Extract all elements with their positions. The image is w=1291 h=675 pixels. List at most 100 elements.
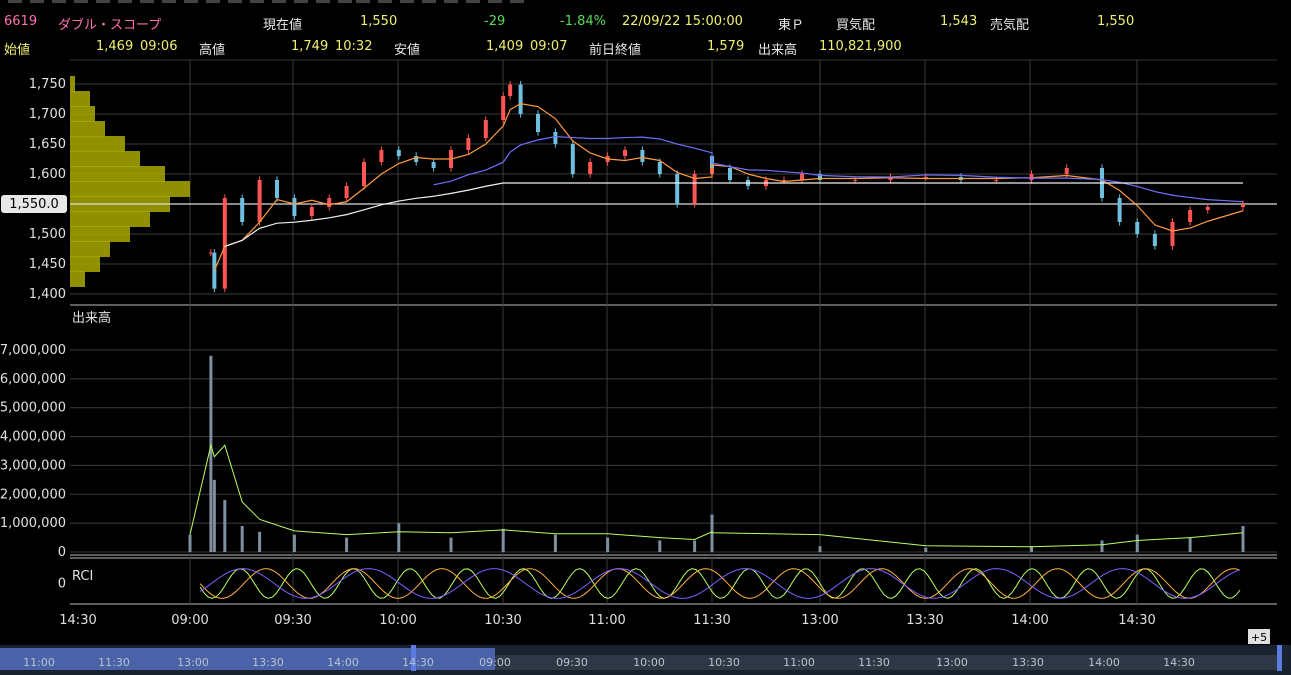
candle-body (1205, 207, 1210, 210)
volume-bar (924, 547, 928, 552)
volume-total-value: 110,821,900 (819, 39, 902, 54)
candle-body (466, 138, 471, 150)
high-value: 1,749 (291, 39, 329, 54)
price-tick-label: 1,650 (29, 137, 66, 152)
volume-bar (209, 355, 213, 552)
volume-bar (449, 537, 453, 552)
stock-name: ダブル・スコープ (58, 18, 162, 33)
x-axis-label: 14:30 (59, 613, 96, 628)
ask-value: 1,550 (1097, 14, 1135, 29)
candle-body (344, 186, 349, 198)
candle-body (309, 207, 314, 216)
prev-close-label: 前日終値 (589, 43, 642, 58)
navigator-time-label: 09:00 (479, 656, 511, 669)
volume-profile-bar (70, 151, 140, 167)
volume-profile-bar (70, 211, 150, 227)
navigator-time-label: 11:30 (858, 656, 890, 669)
volume-bar (188, 534, 192, 552)
volume-tick-label: 3,000,000 (0, 458, 66, 473)
volume-profile-bar (70, 181, 190, 197)
x-axis-label: 14:30 (1118, 613, 1155, 628)
quote-header-row-2: 始値 1,469 09:06 高値 1,749 10:32 安値 1,409 0… (0, 36, 1291, 58)
volume-tick-label: 6,000,000 (0, 372, 66, 387)
volume-bar (1100, 540, 1104, 552)
open-label: 始値 (4, 43, 31, 58)
volume-profile-bar (70, 241, 110, 257)
volume-bar (553, 534, 557, 552)
volume-panel-title: 出来高 (72, 310, 111, 326)
current-price-tag (1, 195, 67, 213)
candle-body (640, 150, 645, 162)
volume-bar (1135, 534, 1139, 552)
ma-short-line (213, 103, 1244, 271)
volume-bar (710, 543, 714, 552)
market-label: 東Ｐ (778, 18, 805, 33)
price-tick-label: 1,700 (29, 107, 66, 122)
open-value: 1,469 (96, 39, 134, 54)
volume-tick-label: 2,000,000 (0, 487, 66, 502)
candle-body (508, 84, 513, 96)
candle-body (362, 162, 366, 186)
price-tick-label: 1,500 (29, 227, 66, 242)
toolbar-strip (0, 0, 1291, 4)
x-axis-label: 09:00 (171, 613, 208, 628)
candle-body (536, 114, 540, 132)
rci-slow-line (199, 568, 1241, 599)
bid-value: 1,543 (940, 14, 978, 29)
stock-code: 6619 (4, 14, 38, 29)
rci-fast-line (199, 568, 1241, 599)
volume-bar (1188, 537, 1192, 552)
volume-bar (693, 540, 697, 552)
quote-datetime: 22/09/22 15:00:00 (622, 14, 743, 29)
navigator-zoom-badge (1248, 629, 1270, 644)
candle-body (553, 132, 558, 144)
navigator-zoom-badge-label: +5 (1251, 631, 1267, 644)
x-axis-label: 10:00 (379, 613, 416, 628)
price-tick-label: 1,750 (29, 77, 66, 92)
volume-bar (240, 526, 244, 552)
volume-ma-line (189, 443, 1244, 548)
volume-bar (345, 537, 349, 552)
candle-body (222, 198, 227, 289)
candle-body (327, 198, 332, 207)
low-time: 09:07 (530, 39, 568, 54)
x-axis-label: 14:00 (1011, 613, 1048, 628)
price-tick-label: 1,400 (29, 287, 66, 302)
rci-mid-line (199, 568, 1241, 599)
candle-body (1135, 222, 1140, 234)
candle-body (414, 156, 419, 162)
price-change: -29 (484, 14, 506, 29)
open-time: 09:06 (140, 39, 178, 54)
price-change-pct: -1.84% (560, 14, 606, 29)
candle-body (275, 180, 279, 198)
navigator-handle-right (1277, 645, 1282, 671)
navigator-time-label: 14:30 (1163, 656, 1195, 669)
volume-profile-bar (70, 91, 90, 107)
ask-label: 売気配 (990, 18, 1030, 33)
x-axis-label: 11:00 (588, 613, 625, 628)
low-value: 1,409 (486, 39, 524, 54)
navigator-time-label: 11:00 (23, 656, 55, 669)
volume-profile-bar (70, 76, 75, 92)
navigator-time-label: 13:00 (177, 656, 209, 669)
navigator-handle-left (411, 645, 416, 671)
candle-body (818, 174, 822, 180)
candle-body (1152, 234, 1157, 246)
vwap-line (224, 182, 1243, 247)
candle-body (728, 168, 732, 180)
prev-close-value: 1,579 (707, 39, 745, 54)
volume-profile-bar (70, 256, 100, 272)
candle-body (431, 162, 436, 168)
price-tick-label: 1,450 (29, 257, 66, 272)
price-tick-label: 1,600 (29, 167, 66, 182)
volume-bar (397, 523, 401, 552)
candle-body (1064, 168, 1069, 174)
candle-body (501, 96, 506, 120)
volume-profile-bar (70, 106, 95, 122)
navigator-time-label: 13:30 (252, 656, 284, 669)
volume-tick-label: 0 (58, 545, 66, 560)
navigator-time-label: 14:30 (402, 656, 434, 669)
candle-body (292, 198, 297, 216)
candle-body (1029, 174, 1034, 180)
